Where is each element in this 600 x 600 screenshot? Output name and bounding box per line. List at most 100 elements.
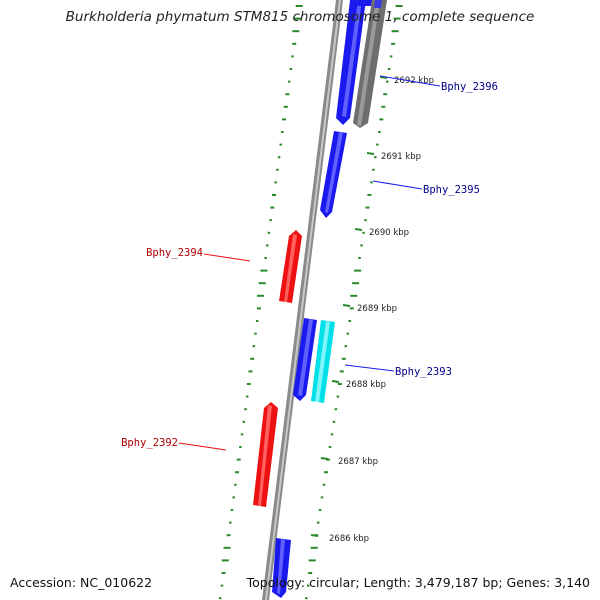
gc-dot <box>289 68 293 70</box>
gc-dot <box>257 294 265 297</box>
gc-dot <box>279 143 282 146</box>
page-title: Burkholderia phymatum STM815 chromosome … <box>65 9 535 25</box>
gc-dot <box>330 433 334 436</box>
gc-dot <box>378 131 381 133</box>
gc-dot <box>310 546 318 549</box>
gc-dot <box>320 496 324 499</box>
gene-block-bottom-highlight <box>277 539 285 594</box>
gc-dot <box>264 257 267 259</box>
gc-dot <box>370 181 373 184</box>
gene-block-top-cap <box>357 0 372 6</box>
tick-label-2687: 2687 kbp <box>338 457 378 467</box>
gc-dot <box>326 458 330 461</box>
gc-dot <box>381 105 386 108</box>
leader-line-bphy-2392 <box>178 442 227 451</box>
tick-label-2686: 2686 kbp <box>329 534 369 544</box>
gc-dot <box>360 244 363 247</box>
gc-dot <box>348 320 351 322</box>
gc-dot <box>291 55 294 58</box>
tick-mark-2689 <box>342 304 351 307</box>
tick-label-2689: 2689 kbp <box>357 304 397 314</box>
tick-mark-2688 <box>331 380 340 383</box>
gc-dot <box>318 509 322 511</box>
gc-dot <box>256 307 261 310</box>
gene-labels: Bphy_2396 Bphy_2395 Bphy_2394 Bphy_2393 … <box>121 75 498 451</box>
gc-dot <box>270 206 275 209</box>
gene-label-bphy-2392[interactable]: Bphy_2392 <box>121 437 178 449</box>
gc-dot <box>387 68 391 70</box>
tick-label-2692: 2692 kbp <box>394 76 434 86</box>
gc-dot <box>219 597 222 600</box>
gene-label-bphy-2393[interactable]: Bphy_2393 <box>395 366 452 378</box>
gc-dot <box>389 55 393 58</box>
gc-dot <box>339 370 344 373</box>
gc-dot <box>255 320 259 322</box>
gc-dot <box>305 597 308 600</box>
tick-label-2690: 2690 kbp <box>369 228 409 238</box>
gc-dot <box>292 42 297 45</box>
gene-block-bphy-2396-highlight <box>342 0 362 117</box>
gc-dot <box>362 231 365 234</box>
gene-label-bphy-2396[interactable]: Bphy_2396 <box>441 81 498 93</box>
gc-dot <box>244 408 247 411</box>
gc-dot <box>246 383 251 385</box>
gc-dot <box>346 332 349 335</box>
gc-dot <box>229 521 232 524</box>
gc-dot <box>308 572 313 574</box>
gene-block-outer-top <box>374 0 382 8</box>
gc-dot <box>240 433 244 436</box>
gc-dot <box>383 93 388 96</box>
gc-dot <box>281 131 284 133</box>
gc-dot <box>374 156 377 159</box>
gc-dot <box>223 546 231 549</box>
gene-label-bphy-2395[interactable]: Bphy_2395 <box>423 184 480 196</box>
gc-dot <box>239 446 242 448</box>
gc-dot <box>336 395 340 398</box>
gc-dot <box>332 420 336 423</box>
gc-dot <box>235 471 239 474</box>
gc-dot <box>269 219 272 222</box>
gc-dot <box>365 206 370 209</box>
tick-mark-2692 <box>379 76 388 79</box>
leader-line-bphy-2395 <box>372 180 423 190</box>
gc-dot <box>364 219 367 222</box>
gc-dot <box>350 294 358 297</box>
gc-dot <box>226 534 231 537</box>
gc-dot <box>234 483 237 486</box>
gene-label-bphy-2394[interactable]: Bphy_2394 <box>146 247 203 259</box>
gc-dot <box>266 244 269 247</box>
gc-dot <box>322 483 326 486</box>
gc-dot <box>248 370 253 373</box>
gc-dot <box>285 93 290 96</box>
leader-line-bphy-2396 <box>379 75 441 87</box>
axis-ticks: 2692 kbp 2691 kbp 2690 kbp 2689 kbp 2688… <box>310 76 434 544</box>
tick-mark-2691 <box>366 152 375 155</box>
gc-dot <box>395 5 403 7</box>
gc-dot <box>221 572 226 574</box>
gc-dot <box>258 282 266 285</box>
genome-summary-text: Topology: circular; Length: 3,479,187 bp… <box>246 575 590 590</box>
gc-dot <box>391 42 396 45</box>
gc-dot <box>367 194 372 196</box>
gc-dot <box>334 408 338 411</box>
gc-dot <box>352 282 360 285</box>
gc-dot <box>292 30 300 33</box>
gc-dot <box>328 446 332 448</box>
leader-line-bphy-2394 <box>203 253 251 262</box>
gc-dot <box>230 509 234 511</box>
gc-dot <box>379 118 384 121</box>
gc-dot <box>344 345 347 348</box>
gc-dot <box>316 521 320 524</box>
gc-dot <box>308 559 316 562</box>
gc-dot <box>376 143 379 146</box>
tick-label-2688: 2688 kbp <box>346 380 386 390</box>
gc-dot <box>307 584 310 587</box>
gc-dot <box>341 357 346 360</box>
tick-mark-2690 <box>354 228 363 231</box>
gc-dot <box>386 80 389 83</box>
gc-dot <box>260 269 268 272</box>
gc-dot <box>354 269 362 272</box>
gc-dot <box>287 80 291 83</box>
gene-block-bphy-2393-highlight <box>298 319 313 396</box>
chromosome-backbone-highlight <box>265 0 341 600</box>
